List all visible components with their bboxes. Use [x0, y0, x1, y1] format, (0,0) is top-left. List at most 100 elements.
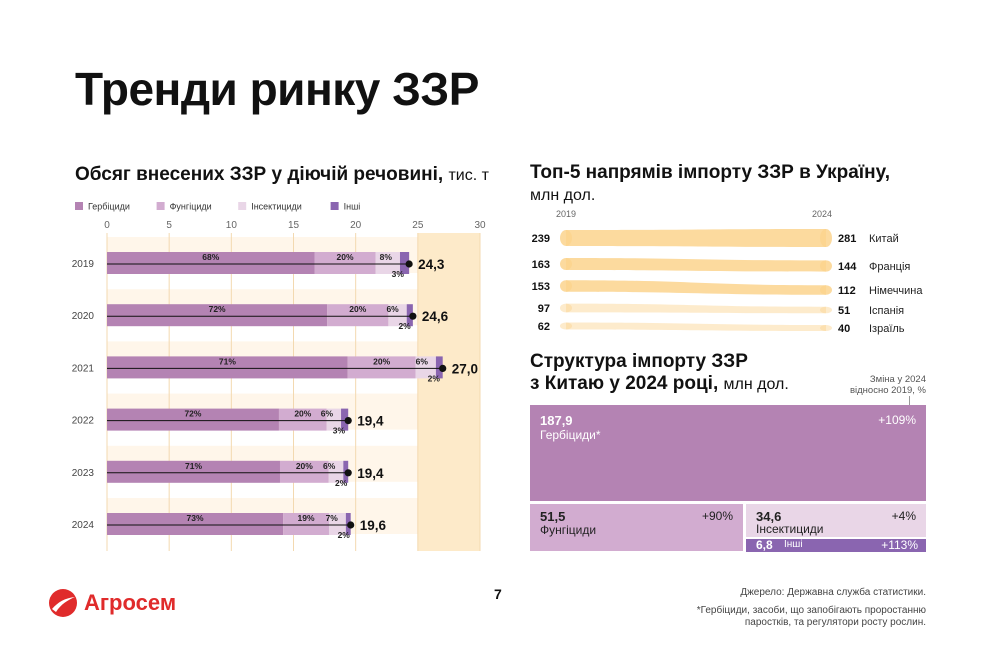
total-label: 19,4: [357, 466, 384, 481]
share-label: 68%: [202, 252, 219, 262]
total-label: 19,4: [357, 414, 384, 429]
bar-segment: [314, 252, 376, 274]
slope-chart-unit: млн дол.: [530, 187, 596, 204]
bar-segment: [347, 356, 416, 379]
total-dot: [405, 260, 413, 268]
year-label: 2020: [72, 311, 95, 322]
total-label: 27,0: [452, 361, 478, 376]
bar-segment: [341, 408, 349, 431]
bar-segment: [278, 408, 327, 431]
flow-band: [566, 257, 826, 272]
legend-label: Фунгіциди: [170, 202, 212, 212]
share-label: 6%: [416, 356, 429, 366]
treemap-title-line1: Структура імпорту ЗЗР: [530, 351, 748, 372]
flow-end-left: [560, 303, 572, 313]
country-label: Ізраїль: [869, 323, 905, 335]
legend-swatch: [75, 202, 83, 210]
treemap-cell-insecticides: 34,6 Інсектициди +4%: [746, 504, 926, 537]
share-label: 2%: [398, 321, 411, 331]
share-label: 71%: [219, 356, 236, 366]
footnote-line2: паростків, та регулятори росту рослин.: [744, 617, 926, 628]
stacked-bar-chart: Гербіциди Фунгіциди Інсектициди Інші 0 5 10 15 2…: [72, 202, 486, 551]
slope-chart: 2019 2024 239 281 Китай 163 144 Франція 153 112 Ні…: [532, 209, 924, 335]
treemap-title: Структура імпорту ЗЗР з Китаю у 2024 роц…: [530, 351, 789, 396]
share-label: 20%: [373, 356, 390, 366]
page-number: 7: [494, 586, 502, 602]
treemap-label: Інші: [784, 539, 803, 550]
bar-segment: [107, 304, 328, 327]
share-label: 6%: [386, 304, 399, 314]
slope-right-year: 2024: [812, 209, 832, 219]
slope-chart-title-text: Топ-5 напрямів імпорту ЗЗР в Україну,: [530, 162, 891, 183]
country-label: Китай: [869, 233, 899, 245]
bar-segment: [107, 460, 280, 483]
value-2019: 97: [538, 303, 550, 315]
flow-end-left: [560, 322, 572, 330]
share-label: 2%: [428, 373, 441, 383]
treemap-change-header-line1: Зміна у 2024: [869, 374, 926, 385]
legend-swatch: [330, 202, 339, 210]
treemap-unit: млн дол.: [723, 376, 789, 393]
left-chart-title-text: Обсяг внесених ЗЗР у діючій речовині,: [75, 164, 444, 185]
footnote-line1: *Гербіциди, засоби, що запобігають проро…: [696, 605, 926, 616]
bar-segment: [375, 252, 400, 274]
source-note: Джерело: Державна служба статистики.: [740, 587, 926, 598]
value-2019: 163: [532, 259, 550, 271]
treemap-change: +113%: [881, 538, 918, 552]
flow-end-right: [820, 260, 832, 272]
value-2024: 112: [838, 285, 856, 297]
share-label: 72%: [184, 409, 201, 419]
slope-chart-title: Топ-5 напрямів імпорту ЗЗР в Україну, мл…: [530, 162, 890, 207]
legend-label: Гербіциди: [88, 202, 130, 212]
share-label: 72%: [209, 304, 226, 314]
flow-end-right: [820, 229, 832, 247]
treemap-value: 187,9: [540, 413, 573, 428]
flow-end-right: [820, 306, 832, 314]
value-2019: 239: [532, 233, 550, 245]
flow-band: [566, 303, 826, 314]
x-tick-label: 5: [166, 220, 172, 231]
treemap-change-header-line2: відносно 2019, %: [849, 385, 926, 396]
share-label: 2%: [335, 478, 348, 488]
legend-swatch: [156, 202, 165, 210]
bar-segment: [107, 356, 348, 379]
bar-segment: [283, 513, 329, 535]
treemap-cell-others: 6,8 Інші +113%: [746, 538, 926, 552]
brand-name: Агросем: [84, 590, 177, 615]
x-tick-label: 15: [288, 220, 300, 231]
flow-end-right: [820, 325, 832, 331]
flow-end-left: [560, 257, 572, 271]
bar-segment: [107, 252, 315, 274]
x-tick-label: 0: [104, 220, 110, 231]
value-2024: 144: [838, 261, 857, 273]
share-label: 73%: [187, 513, 204, 523]
brand-logo-icon: [49, 589, 77, 617]
bar-segment: [107, 408, 279, 431]
flow-end-right: [820, 285, 832, 295]
brand-logo: [48, 588, 78, 618]
page-title: Тренди ринку ЗЗР: [75, 63, 479, 115]
flow-band: [566, 322, 826, 331]
flow-band: [566, 280, 826, 295]
bar-segment: [328, 460, 344, 483]
treemap-label: Інсектициди: [756, 522, 824, 536]
value-2024: 40: [838, 323, 850, 335]
share-label: 6%: [321, 409, 334, 419]
bar-segment: [327, 304, 389, 327]
flow-band: [566, 229, 826, 247]
treemap-change: +90%: [701, 509, 733, 523]
total-dot: [344, 417, 352, 425]
value-2019: 62: [538, 321, 550, 333]
treemap-cell-fungicides: 51,5 Фунгіциди +90%: [530, 504, 743, 551]
treemap-value: 51,5: [540, 509, 566, 524]
country-label: Німеччина: [869, 285, 923, 297]
total-label: 19,6: [360, 518, 387, 533]
share-label: 6%: [323, 461, 336, 471]
country-label: Франція: [869, 261, 910, 273]
flow-end-left: [560, 230, 572, 246]
year-label: 2019: [72, 259, 95, 270]
value-2019: 153: [532, 281, 550, 293]
treemap-header-tick: [909, 396, 910, 406]
share-label: 71%: [185, 461, 202, 471]
treemap-title-line2: з Китаю у 2024 році,: [530, 373, 719, 394]
